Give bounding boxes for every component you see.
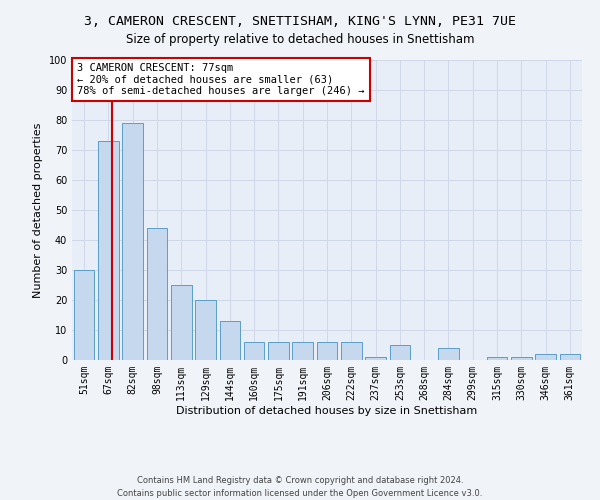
Text: 3, CAMERON CRESCENT, SNETTISHAM, KING'S LYNN, PE31 7UE: 3, CAMERON CRESCENT, SNETTISHAM, KING'S … [84, 15, 516, 28]
Bar [511, 357, 532, 360]
Bar [74, 270, 94, 360]
Bar [487, 357, 508, 360]
Bar [268, 342, 289, 360]
Bar [146, 228, 167, 360]
Text: Size of property relative to detached houses in Snettisham: Size of property relative to detached ho… [126, 32, 474, 46]
Bar [171, 285, 191, 360]
Bar [438, 348, 459, 360]
X-axis label: Distribution of detached houses by size in Snettisham: Distribution of detached houses by size … [176, 406, 478, 415]
Bar [341, 342, 362, 360]
Bar [292, 342, 313, 360]
Bar [98, 141, 119, 360]
Bar [365, 357, 386, 360]
Text: Contains HM Land Registry data © Crown copyright and database right 2024.
Contai: Contains HM Land Registry data © Crown c… [118, 476, 482, 498]
Bar [560, 354, 580, 360]
Bar [317, 342, 337, 360]
Y-axis label: Number of detached properties: Number of detached properties [33, 122, 43, 298]
Bar [195, 300, 216, 360]
Bar [220, 321, 240, 360]
Text: 3 CAMERON CRESCENT: 77sqm
← 20% of detached houses are smaller (63)
78% of semi-: 3 CAMERON CRESCENT: 77sqm ← 20% of detac… [77, 63, 365, 96]
Bar [244, 342, 265, 360]
Bar [535, 354, 556, 360]
Bar [389, 345, 410, 360]
Bar [122, 123, 143, 360]
